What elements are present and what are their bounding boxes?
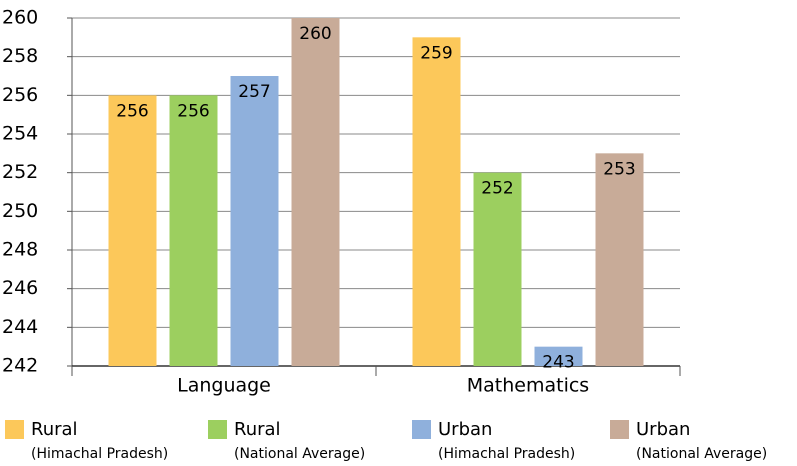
bar — [534, 346, 583, 366]
legend-label: Rural — [31, 419, 78, 440]
legend-detail: (National Average) — [234, 446, 365, 462]
y-tick-label: 252 — [2, 161, 38, 183]
bar — [291, 18, 340, 366]
bar — [108, 95, 157, 366]
legend-swatch — [5, 420, 24, 439]
y-tick-label: 260 — [2, 7, 38, 29]
legend-label: Rural — [234, 419, 281, 440]
legend-detail: (National Average) — [636, 446, 767, 462]
bar — [169, 95, 218, 366]
y-tick-label: 258 — [2, 45, 38, 67]
legend-detail: (Himachal Pradesh) — [31, 446, 168, 462]
y-tick-label: 248 — [2, 239, 38, 261]
x-tick-label: Language — [177, 375, 271, 397]
legend-label: Urban — [438, 419, 492, 440]
bar — [595, 153, 644, 366]
legend-swatch — [208, 420, 227, 439]
value-label: 256 — [116, 101, 148, 121]
legend-detail: (Himachal Pradesh) — [438, 446, 575, 462]
y-tick-label: 254 — [2, 123, 38, 145]
y-tick-label: 250 — [2, 200, 38, 222]
bar — [412, 37, 461, 366]
value-label: 260 — [299, 24, 331, 44]
value-label: 243 — [542, 353, 574, 373]
y-tick-label: 256 — [2, 84, 38, 106]
legend-swatch — [412, 420, 431, 439]
bar — [230, 76, 279, 366]
value-label: 252 — [481, 179, 513, 199]
value-label: 256 — [177, 101, 209, 121]
legend-swatch — [610, 420, 629, 439]
bar — [473, 172, 522, 366]
value-label: 257 — [238, 82, 270, 102]
y-tick-label: 242 — [2, 355, 38, 377]
y-tick-label: 246 — [2, 277, 38, 299]
value-label: 259 — [420, 43, 452, 63]
x-tick-label: Mathematics — [467, 375, 589, 397]
legend-label: Urban — [636, 419, 690, 440]
y-tick-label: 244 — [2, 316, 38, 338]
value-label: 253 — [603, 159, 635, 179]
